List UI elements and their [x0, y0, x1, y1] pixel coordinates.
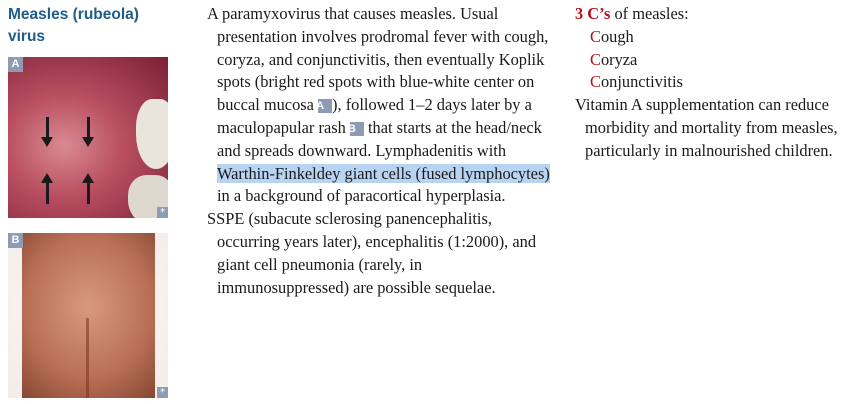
gluteal-cleft — [86, 318, 89, 398]
mnemonic-word: onjunctivitis — [600, 72, 683, 92]
arrow-shaft — [87, 182, 90, 204]
mnemonic-title-rest: of measles: — [610, 4, 689, 23]
image-label-a: A — [8, 57, 23, 72]
mnemonic-column: 3 C’s of measles: Cough Coryza Conjuncti… — [575, 3, 865, 163]
highlighted-text: Warthin-Finkeldey giant cells (fused lym… — [217, 163, 550, 183]
image-ref-a[interactable]: A — [316, 99, 333, 114]
arrow-shaft — [46, 117, 49, 139]
mnemonic-title-red: 3 C’s — [575, 4, 611, 23]
page-title: Measles (rubeola) virus — [8, 4, 139, 48]
rash-image: B * — [8, 233, 168, 398]
mnemonic-word: oryza — [600, 49, 638, 69]
description-paragraph: A paramyxovirus that causes measles. Usu… — [207, 3, 552, 208]
arrow-shaft — [87, 117, 90, 139]
image-ref-b[interactable]: B — [348, 121, 364, 136]
arrow-up-icon — [82, 173, 94, 183]
description-column: A paramyxovirus that causes measles. Usu… — [207, 3, 552, 299]
arrow-down-icon — [82, 137, 94, 147]
vitamin-a-note: Vitamin A supplementation can reduce mor… — [575, 95, 838, 160]
image-corner-mark: * — [157, 387, 168, 398]
mnemonic-word: ough — [600, 26, 634, 46]
description-text: ), followed 1–2 days later by a maculopa… — [217, 95, 532, 137]
mnemonic-item: Coryza — [575, 49, 865, 72]
description-text: A paramyxovirus that causes measles. Usu… — [207, 4, 549, 115]
mnemonic-title: 3 C’s of measles: — [575, 3, 865, 26]
arrow-up-icon — [41, 173, 53, 183]
arrow-down-icon — [41, 137, 53, 147]
title-line-1: Measles (rubeola) — [8, 6, 139, 23]
mnemonic-letter: C — [590, 49, 601, 69]
image-corner-mark: * — [157, 207, 168, 218]
mnemonic-item: Conjunctivitis — [575, 71, 865, 94]
description-text: in a background of paracortical hyperpla… — [217, 186, 506, 206]
tooth-shape — [136, 99, 168, 169]
koplik-spots-image: A * — [8, 57, 168, 218]
image-label-b: B — [8, 233, 23, 248]
background-left — [8, 233, 22, 398]
arrow-shaft — [46, 182, 49, 204]
title-line-2: virus — [8, 28, 46, 45]
mnemonic-letter: C — [590, 26, 601, 46]
mnemonic-item: Cough — [575, 26, 865, 49]
description-text: that starts at the head/neck and spreads… — [217, 117, 542, 160]
sequelae-paragraph: SSPE (subacute sclerosing panencephaliti… — [207, 209, 537, 297]
background-right — [155, 233, 168, 398]
mnemonic-letter: C — [590, 72, 601, 92]
